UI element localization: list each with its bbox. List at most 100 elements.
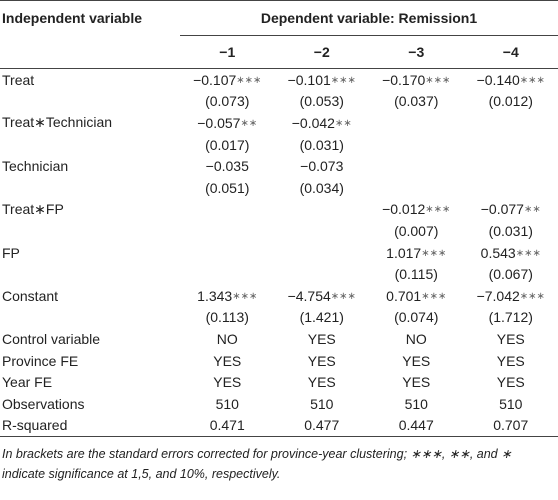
stars: ∗∗ bbox=[240, 117, 258, 129]
estimate: 1.343 bbox=[197, 287, 233, 304]
estimate-row: Constant 1.343∗∗∗ −4.754∗∗∗ 0.701∗∗∗ −7.042∗… bbox=[0, 285, 558, 307]
se-cell: (0.012) bbox=[488, 93, 533, 110]
stars: ∗∗∗ bbox=[330, 290, 356, 302]
estimate: −0.107 bbox=[193, 71, 237, 88]
estimate-cell: 0.701∗∗∗ bbox=[369, 285, 464, 307]
se-cell bbox=[369, 134, 464, 156]
estimate-cell bbox=[275, 242, 370, 264]
se-cell: (0.067) bbox=[488, 266, 533, 283]
se-row: (0.051) (0.034) bbox=[0, 177, 558, 199]
estimate-cell: −0.073 bbox=[275, 155, 370, 177]
estimate-cell: −4.754∗∗∗ bbox=[275, 285, 370, 307]
estimate-cell bbox=[369, 112, 464, 134]
stars: ∗∗∗ bbox=[236, 74, 262, 86]
estimate-cell: −0.101∗∗∗ bbox=[275, 69, 370, 91]
header-row: −1 −2 −3 −4 bbox=[0, 35, 558, 69]
estimate-cell: −0.057∗∗ bbox=[180, 112, 275, 134]
estimate-cell: −0.042∗∗ bbox=[275, 112, 370, 134]
info-cell: 0.707 bbox=[463, 414, 558, 438]
se-cell bbox=[275, 220, 370, 242]
info-cell: YES bbox=[307, 330, 336, 347]
se-cell bbox=[464, 134, 558, 156]
row-label bbox=[0, 263, 180, 285]
row-label: Treat∗Technician bbox=[2, 114, 113, 131]
column-header: −3 bbox=[369, 35, 464, 69]
info-cell: YES bbox=[213, 374, 242, 391]
estimate-row: Technician −0.035 −0.073 bbox=[0, 155, 558, 177]
info-cell: 510 bbox=[215, 395, 239, 412]
estimate-cell: 1.017∗∗∗ bbox=[369, 242, 464, 264]
row-label bbox=[0, 177, 180, 199]
se-cell bbox=[180, 263, 275, 285]
header-span: Dependent variable: Remission1 bbox=[180, 0, 558, 36]
stars: ∗∗∗ bbox=[421, 290, 447, 302]
info-row: Province FE YES YES YES YES bbox=[0, 350, 558, 372]
se-cell: (0.037) bbox=[394, 93, 439, 110]
row-label: R-squared bbox=[0, 414, 180, 438]
row-label bbox=[0, 134, 180, 156]
stars: ∗∗∗ bbox=[519, 74, 545, 86]
se-row: (0.113) (1.421) (0.074) (1.712) bbox=[0, 307, 558, 329]
estimate-cell bbox=[464, 112, 558, 134]
stars: ∗∗ bbox=[523, 204, 541, 216]
estimate-cell bbox=[180, 199, 275, 221]
estimate-cell: −7.042∗∗∗ bbox=[464, 285, 558, 307]
row-label: Control variable bbox=[2, 330, 101, 347]
se-cell: (0.113) bbox=[205, 309, 249, 326]
row-label bbox=[0, 220, 180, 242]
estimate-cell: 1.343∗∗∗ bbox=[180, 285, 275, 307]
estimate: 1.017 bbox=[386, 244, 422, 261]
estimate-row: Treat∗Technician −0.057∗∗ −0.042∗∗ bbox=[0, 112, 558, 134]
se-row: (0.073) (0.053) (0.037) (0.012) bbox=[0, 91, 558, 113]
header-cell bbox=[0, 35, 180, 69]
info-cell: YES bbox=[307, 374, 336, 391]
row-label: Observations bbox=[2, 395, 85, 412]
row-label: Treat∗FP bbox=[2, 200, 64, 217]
estimate: −0.012 bbox=[382, 201, 426, 218]
info-cell: YES bbox=[496, 352, 525, 369]
se-cell: (1.421) bbox=[299, 309, 344, 326]
se-cell: (0.031) bbox=[299, 136, 344, 153]
column-header: −4 bbox=[463, 35, 558, 69]
estimate: −7.042 bbox=[476, 287, 520, 304]
row-label: Technician bbox=[2, 158, 69, 175]
estimate-cell bbox=[464, 155, 558, 177]
footnote: In brackets are the standard errors corr… bbox=[2, 447, 512, 482]
estimate-cell bbox=[180, 242, 275, 264]
se-row: (0.007) (0.031) bbox=[0, 220, 558, 242]
stars: ∗∗∗ bbox=[515, 247, 541, 259]
se-cell: (0.007) bbox=[394, 222, 439, 239]
info-cell: 0.447 bbox=[369, 414, 464, 438]
column-header: −2 bbox=[274, 35, 369, 69]
regression-table: Independent variable Dependent variable:… bbox=[0, 0, 558, 438]
estimate: −0.035 bbox=[205, 158, 249, 175]
se-cell: (0.074) bbox=[394, 309, 439, 326]
estimate-row: FP 1.017∗∗∗ 0.543∗∗∗ bbox=[0, 242, 558, 264]
estimate-cell: 0.543∗∗∗ bbox=[464, 242, 558, 264]
stars: ∗∗∗ bbox=[330, 74, 356, 86]
table-body: Independent variable Dependent variable:… bbox=[0, 0, 558, 438]
se-cell: (0.073) bbox=[205, 93, 250, 110]
row-label bbox=[0, 307, 180, 329]
estimate: −0.077 bbox=[480, 201, 524, 218]
row-label: Year FE bbox=[2, 374, 53, 391]
estimate-row: Treat∗FP −0.012∗∗∗ −0.077∗∗ bbox=[0, 199, 558, 221]
stars: ∗∗∗ bbox=[425, 204, 451, 216]
estimate-cell: −0.170∗∗∗ bbox=[369, 69, 464, 91]
estimate: −0.042 bbox=[291, 114, 335, 131]
stars: ∗∗∗ bbox=[519, 290, 545, 302]
info-cell: 510 bbox=[404, 395, 428, 412]
info-cell: YES bbox=[307, 352, 336, 369]
se-cell: (0.017) bbox=[205, 136, 250, 153]
estimate-cell bbox=[369, 155, 464, 177]
info-row: Year FE YES YES YES YES bbox=[0, 371, 558, 393]
row-label bbox=[0, 91, 180, 113]
info-cell: 510 bbox=[499, 395, 523, 412]
info-cell: NO bbox=[216, 330, 238, 347]
stars: ∗∗∗ bbox=[232, 290, 258, 302]
se-cell: (0.115) bbox=[394, 266, 438, 283]
se-cell: (0.051) bbox=[205, 179, 250, 196]
stars: ∗∗∗ bbox=[425, 74, 451, 86]
header-row: Independent variable Dependent variable:… bbox=[0, 0, 558, 36]
se-row: (0.115) (0.067) bbox=[0, 263, 558, 285]
